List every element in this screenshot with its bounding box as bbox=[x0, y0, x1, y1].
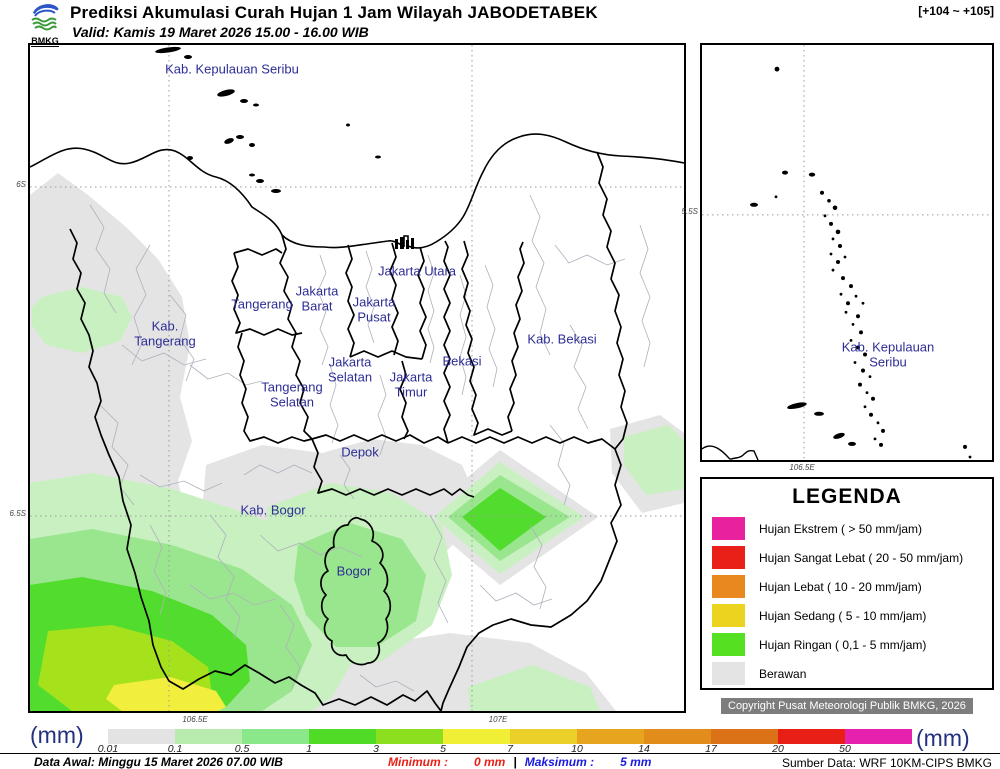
main-map: Kab. Kepulauan Seribu Kab. Tangerang Tange… bbox=[28, 43, 686, 713]
colorbar-tick-0.01: 0.01 bbox=[97, 743, 119, 755]
harbour-marks bbox=[395, 237, 414, 249]
colorbar-segment-7 bbox=[577, 729, 644, 744]
legend-swatch-ringan bbox=[712, 633, 745, 656]
inset-map-canvas bbox=[702, 45, 992, 460]
minmax-separator: | bbox=[513, 755, 517, 769]
colorbar-tick-14: 14 bbox=[638, 743, 650, 755]
inset-graticule bbox=[702, 45, 992, 460]
legend-label-berawan: Berawan bbox=[759, 666, 807, 681]
colorbar-unit-left: (mm) bbox=[30, 722, 84, 748]
colorbar-segment-11 bbox=[845, 729, 912, 744]
coastline bbox=[30, 133, 684, 249]
colorbar-tick-7: 7 bbox=[507, 743, 513, 755]
page-title: Prediksi Akumulasi Curah Hujan 1 Jam Wil… bbox=[70, 3, 598, 22]
colorbar-segment-1 bbox=[175, 729, 242, 744]
rain-area-hujan-sedang bbox=[106, 677, 226, 711]
data-awal-text: Data Awal: Minggu 15 Maret 2026 07.00 WI… bbox=[34, 755, 283, 769]
legend-row-ekstrem: Hujan Ekstrem ( > 50 mm/jam) bbox=[710, 515, 984, 542]
colorbar-segment-3 bbox=[309, 729, 376, 744]
inset-islands bbox=[750, 66, 972, 459]
legend: LEGENDA Hujan Ekstrem ( > 50 mm/jam) Huj… bbox=[700, 477, 994, 690]
seribu-islands bbox=[155, 46, 381, 193]
legend-swatch-ekstrem bbox=[712, 517, 745, 540]
legend-swatch-sedang bbox=[712, 604, 745, 627]
legend-label-ekstrem: Hujan Ekstrem ( > 50 mm/jam) bbox=[759, 521, 923, 536]
colorbar-unit-right: (mm) bbox=[916, 725, 970, 751]
valid-time: Valid: Kamis 19 Maret 2026 15.00 - 16.00… bbox=[72, 24, 369, 40]
colorbar-tick-5: 5 bbox=[440, 743, 446, 755]
colorbar-segment-5 bbox=[443, 729, 510, 744]
legend-row-berawan: Berawan bbox=[710, 660, 984, 687]
legend-label-sangat-lebat: Hujan Sangat Lebat ( 20 - 50 mm/jam) bbox=[759, 550, 964, 565]
colorbar-tick-20: 20 bbox=[772, 743, 784, 755]
footer-divider bbox=[0, 753, 1000, 754]
forecast-hour-range: [+104 ~ +105] bbox=[918, 4, 994, 18]
lon-label-107E: 107E bbox=[488, 715, 508, 724]
colorbar-tick-3: 3 bbox=[373, 743, 379, 755]
maksimum-label: Maksimum : bbox=[524, 755, 595, 769]
inset-coastline bbox=[702, 445, 759, 460]
inset-lon-label: 106.5E bbox=[789, 463, 815, 472]
colorbar-segment-4 bbox=[376, 729, 443, 744]
colorbar-ticks: 0.01 0.1 0.5 1 3 5 7 10 14 17 20 50 bbox=[98, 743, 912, 755]
colorbar-segment-8 bbox=[644, 729, 711, 744]
legend-label-sedang: Hujan Sedang ( 5 - 10 mm/jam) bbox=[759, 608, 927, 623]
minimum-label: Minimum : bbox=[388, 755, 448, 769]
colorbar-tick-1: 1 bbox=[306, 743, 312, 755]
legend-label-ringan: Hujan Ringan ( 0,1 - 5 mm/jam) bbox=[759, 637, 927, 652]
copyright-note: Copyright Pusat Meteorologi Publik BMKG,… bbox=[721, 698, 973, 714]
colorbar-tick-50: 50 bbox=[839, 743, 851, 755]
kecamatan-boundaries bbox=[89, 194, 651, 692]
main-map-canvas bbox=[30, 45, 684, 711]
lat-label-6S: 6S bbox=[16, 180, 26, 189]
maksimum-value: 5 mm bbox=[620, 755, 652, 769]
lon-label-106.5E: 106.5E bbox=[182, 715, 208, 724]
legend-swatch-sangat-lebat bbox=[712, 546, 745, 569]
legend-swatch-lebat bbox=[712, 575, 745, 598]
legend-row-ringan: Hujan Ringan ( 0,1 - 5 mm/jam) bbox=[710, 631, 984, 658]
colorbar-tick-10: 10 bbox=[571, 743, 583, 755]
kabupaten-boundaries bbox=[69, 151, 628, 711]
sumber-data-text: Sumber Data: WRF 10KM-CIPS BMKG bbox=[781, 756, 992, 769]
colorbar-segment-2 bbox=[242, 729, 309, 744]
colorbar-segment-0 bbox=[108, 729, 175, 744]
colorbar-tick-0.1: 0.1 bbox=[167, 743, 183, 755]
legend-row-lebat: Hujan Lebat ( 10 - 20 mm/jam) bbox=[710, 573, 984, 600]
graticule bbox=[30, 45, 684, 711]
lat-label-6.5S: 6.5S bbox=[9, 509, 26, 518]
legend-label-lebat: Hujan Lebat ( 10 - 20 mm/jam) bbox=[759, 579, 922, 594]
bmkg-logo-text: BMKG bbox=[31, 36, 59, 47]
bmkg-logo: BMKG bbox=[26, 1, 64, 47]
colorbar-segment-10 bbox=[778, 729, 845, 744]
legend-row-sangat-lebat: Hujan Sangat Lebat ( 20 - 50 mm/jam) bbox=[710, 544, 984, 571]
minmax-values: Minimum : 0 mm | Maksimum : 5 mm bbox=[388, 755, 651, 769]
legend-title: LEGENDA bbox=[792, 485, 902, 508]
legend-swatch-berawan bbox=[712, 662, 745, 685]
colorbar bbox=[108, 729, 912, 744]
legend-row-sedang: Hujan Sedang ( 5 - 10 mm/jam) bbox=[710, 602, 984, 629]
inset-lat-label: 5.5S bbox=[681, 207, 698, 216]
inset-map-kepulauan-seribu: Kab. Kepulauan Seribu bbox=[700, 43, 994, 462]
colorbar-tick-0.5: 0.5 bbox=[234, 743, 250, 755]
colorbar-tick-17: 17 bbox=[705, 743, 717, 755]
colorbar-segment-6 bbox=[510, 729, 577, 744]
colorbar-segment-9 bbox=[711, 729, 778, 744]
bmkg-logo-icon bbox=[31, 4, 59, 31]
minimum-value: 0 mm bbox=[474, 755, 506, 769]
